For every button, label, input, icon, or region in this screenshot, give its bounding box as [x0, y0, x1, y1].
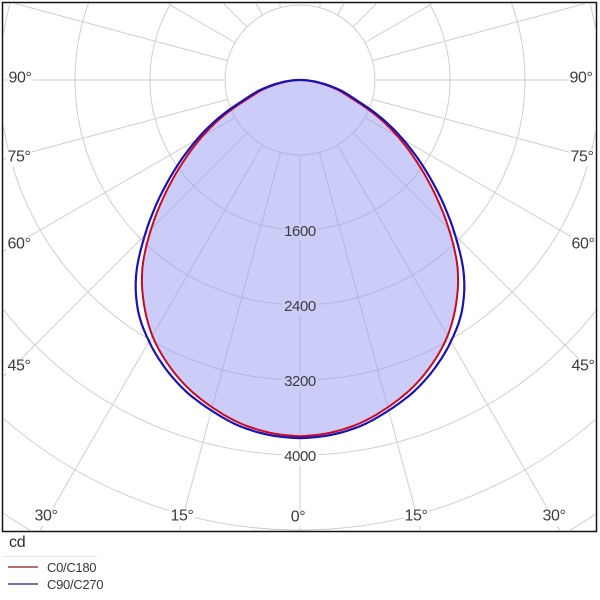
legend-swatch-c0-c180-line: [8, 566, 38, 568]
legend-swatch-c90-c270-line: [8, 583, 38, 585]
series-curve-c90-c270: [134, 78, 466, 440]
grid-radial-line: [372, 3, 589, 62]
legend-divider: [4, 556, 97, 557]
grid-radial-line: [11, 3, 228, 62]
legend-unit-label: cd: [9, 534, 26, 551]
grid-radial-line: [3, 98, 228, 161]
grid-radial-line: [364, 117, 596, 252]
distribution-fill: [141, 80, 459, 437]
legend-label-c0-c180: C0/C180: [47, 559, 97, 575]
legend-item-c0-c180: C0/C180: [8, 559, 97, 575]
legend-item-c90-c270: C90/C270: [8, 577, 103, 591]
grid-radial-line: [372, 98, 596, 160]
legend-label-c90-c270: C90/C270: [47, 576, 104, 592]
series-curve-c0-c180: [140, 79, 460, 438]
grid-radial-line: [3, 117, 236, 252]
